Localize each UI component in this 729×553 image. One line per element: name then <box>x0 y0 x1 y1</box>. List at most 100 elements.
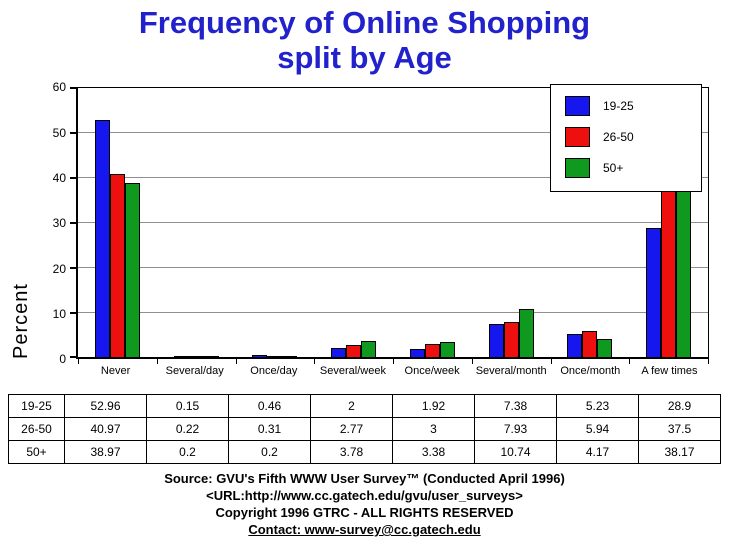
table-cell: 5.23 <box>556 394 639 419</box>
table-cell: 38.17 <box>638 440 721 465</box>
y-tick-label: 10 <box>52 307 66 322</box>
plot-area: 19-25 26-50 50+ <box>70 84 709 365</box>
x-category-label: Once/day <box>250 365 298 378</box>
gridline <box>78 132 708 134</box>
x-category-label: Several/month <box>475 365 547 378</box>
bar-26-50 <box>503 321 519 358</box>
bar-50+ <box>124 182 140 358</box>
y-tick-mark <box>70 356 77 359</box>
bar-26-50 <box>188 356 204 358</box>
x-tick-mark <box>550 359 552 365</box>
legend-swatch <box>565 96 590 117</box>
x-category-label: Several/week <box>319 365 386 378</box>
table-cell: 0.2 <box>228 440 311 465</box>
bar-50+ <box>518 309 534 358</box>
bar-26-50 <box>582 330 598 358</box>
bar-group <box>472 88 551 358</box>
y-axis: 0 10 20 30 40 50 60 <box>38 80 72 366</box>
bar-group <box>157 88 236 358</box>
legend-swatch <box>565 127 590 148</box>
bar-26-50 <box>424 344 440 358</box>
y-axis-title: Percent <box>10 283 32 360</box>
bar-19-25 <box>173 356 189 358</box>
bar-50+ <box>203 356 219 358</box>
x-category-label: Once/month <box>560 365 621 378</box>
bar-group <box>393 88 472 358</box>
bar-group <box>629 88 708 358</box>
table-cell: 10.74 <box>474 440 557 465</box>
table-cell: 0.31 <box>228 417 311 442</box>
table-cell: 3 <box>392 417 475 442</box>
x-category-label: A few times <box>641 365 698 378</box>
bar-19-25 <box>331 348 347 358</box>
data-table: 19-25 52.96 0.15 0.46 2 1.92 7.38 5.23 28.9 26-50… <box>8 394 721 465</box>
gridline <box>78 177 708 179</box>
legend-swatch <box>565 158 590 179</box>
table-cell: 7.38 <box>474 394 557 419</box>
table-cell: 3.38 <box>392 440 475 465</box>
bar-50+ <box>282 356 298 358</box>
legend-item: 50+ <box>565 158 701 179</box>
bar-50+ <box>439 342 455 358</box>
table-cell: 0.15 <box>146 394 229 419</box>
legend-item: 19-25 <box>565 96 701 117</box>
table-cell: 0.22 <box>146 417 229 442</box>
table-cell: 4.17 <box>556 440 639 465</box>
table-cell: 40.97 <box>64 417 147 442</box>
bar-19-25 <box>252 355 268 358</box>
footer-contact-line: Contact: www-survey@cc.gatech.edu <box>248 522 481 538</box>
table-cell: 52.96 <box>64 394 147 419</box>
legend-label: 26-50 <box>603 130 634 145</box>
table-row-label: 19-25 <box>8 394 65 419</box>
bar-19-25 <box>94 120 110 358</box>
y-tick-label: 60 <box>52 80 66 95</box>
bar-26-50 <box>661 189 677 358</box>
x-tick-mark <box>156 359 158 365</box>
x-tick-mark <box>471 359 473 365</box>
bar-group <box>78 88 157 358</box>
table-row-label: 50+ <box>8 440 65 465</box>
table-cell: 0.2 <box>146 440 229 465</box>
bar-50+ <box>597 338 613 358</box>
x-tick-mark <box>708 359 709 365</box>
legend: 19-25 26-50 50+ <box>550 84 702 193</box>
chart-title-line1: Frequency of Online Shopping <box>138 5 591 40</box>
footer-url-line: <URL:http://www.cc.gatech.edu/gvu/user_s… <box>206 488 523 504</box>
table-cell: 1.92 <box>392 394 475 419</box>
bar-19-25 <box>567 334 583 358</box>
x-category-label: Never <box>100 365 131 378</box>
legend-label: 19-25 <box>603 99 634 114</box>
y-tick-label: 40 <box>52 171 66 186</box>
table-cell: 2.77 <box>310 417 393 442</box>
footer-copyright-line: Copyright 1996 GTRC - ALL RIGHTS RESERVE… <box>215 505 514 521</box>
bar-26-50 <box>346 345 362 358</box>
table-row-label: 26-50 <box>8 417 65 442</box>
bar-19-25 <box>488 324 504 358</box>
bar-50+ <box>361 340 377 358</box>
footer-source-line: Source: GVU's Fifth WWW User Survey™ (Co… <box>164 471 565 487</box>
bar-26-50 <box>109 173 125 358</box>
bar-19-25 <box>409 348 425 358</box>
gridline <box>78 221 708 223</box>
bar-26-50 <box>267 356 283 358</box>
footer: Source: GVU's Fifth WWW User Survey™ (Co… <box>0 471 729 539</box>
legend-item: 26-50 <box>565 127 701 148</box>
table-cell: 28.9 <box>638 394 721 419</box>
y-tick-mark <box>70 311 77 314</box>
table-cell: 5.94 <box>556 417 639 442</box>
bar-group <box>236 88 315 358</box>
y-tick-label: 30 <box>52 216 66 231</box>
x-tick-mark <box>78 359 79 365</box>
x-tick-mark <box>629 359 631 365</box>
x-category-label: Several/day <box>165 365 224 378</box>
bar-19-25 <box>646 227 662 358</box>
y-tick-label: 0 <box>59 352 66 367</box>
table-cell: 3.78 <box>310 440 393 465</box>
table-row: 26-50 40.97 0.22 0.31 2.77 3 7.93 5.94 37.5 <box>8 417 721 442</box>
legend-label: 50+ <box>603 161 624 176</box>
y-tick-mark <box>70 132 77 135</box>
y-tick-mark <box>70 87 77 90</box>
x-category-label: Once/week <box>404 365 460 378</box>
y-tick-label: 50 <box>52 125 66 140</box>
chart-title-line2: split by Age <box>277 39 452 75</box>
